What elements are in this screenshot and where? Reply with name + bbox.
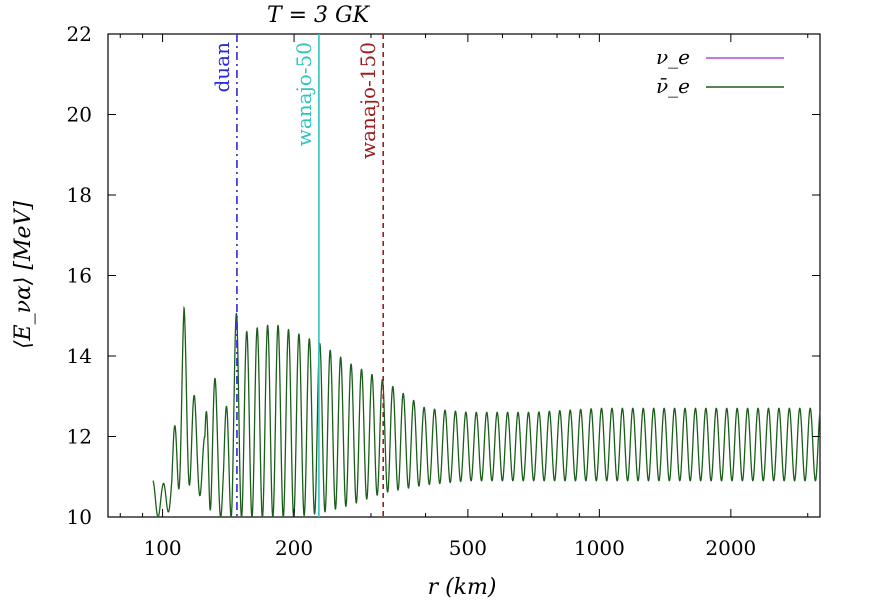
chart-title: T = 3 GK (267, 3, 371, 28)
y-tick-label: 16 (67, 264, 92, 288)
series-line-nu-e-bar (152, 305, 821, 518)
y-tick-label: 22 (67, 22, 92, 46)
x-tick-label: 1000 (574, 536, 625, 560)
x-tick-label: 2000 (705, 536, 756, 560)
y-tick-label: 14 (67, 344, 92, 368)
x-tick-label: 200 (275, 536, 313, 560)
legend-label-nu-e: ν_e (656, 45, 690, 69)
y-axis-title: ⟨E_να⟩ [MeV] (11, 201, 36, 349)
ticks: 10 12 14 16 18 20 22 100 200 500 1000 2000 (67, 22, 820, 560)
vline-label-duan: duan (210, 42, 234, 93)
series-layer (152, 305, 821, 518)
y-tick-label: 20 (67, 103, 92, 127)
vline-label-wanajo-150: wanajo-150 (356, 42, 380, 159)
legend-label-nu-e-bar: ν̄_e (656, 74, 690, 98)
y-tick-label: 12 (67, 425, 92, 449)
y-tick-label: 18 (67, 183, 92, 207)
legend: ν_e ν̄_e (656, 45, 784, 98)
y-tick-label: 10 (67, 505, 92, 529)
x-tick-label: 500 (449, 536, 487, 560)
vertical-lines: duan wanajo-50 wanajo-150 (210, 34, 385, 517)
x-tick-label: 100 (143, 536, 181, 560)
x-axis-title: r (km) (428, 575, 497, 600)
vline-label-wanajo-50: wanajo-50 (292, 42, 316, 146)
